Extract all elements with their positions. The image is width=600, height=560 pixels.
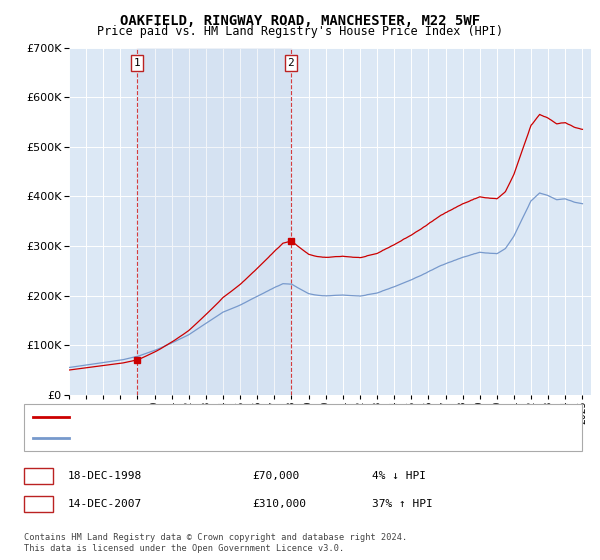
Text: 1: 1: [133, 58, 140, 68]
Text: £310,000: £310,000: [252, 499, 306, 509]
Text: 18-DEC-1998: 18-DEC-1998: [68, 471, 142, 481]
Text: 14-DEC-2007: 14-DEC-2007: [68, 499, 142, 509]
Text: 2: 2: [287, 58, 294, 68]
Text: 4% ↓ HPI: 4% ↓ HPI: [372, 471, 426, 481]
Text: Contains HM Land Registry data © Crown copyright and database right 2024.
This d: Contains HM Land Registry data © Crown c…: [24, 533, 407, 553]
Text: 37% ↑ HPI: 37% ↑ HPI: [372, 499, 433, 509]
Text: 1: 1: [35, 469, 42, 483]
Text: OAKFIELD, RINGWAY ROAD, MANCHESTER, M22 5WF (detached house): OAKFIELD, RINGWAY ROAD, MANCHESTER, M22 …: [78, 412, 438, 422]
Text: HPI: Average price, detached house, Manchester: HPI: Average price, detached house, Manc…: [78, 433, 354, 444]
Text: 2: 2: [35, 497, 42, 511]
Bar: [137, 48, 291, 395]
Text: £70,000: £70,000: [252, 471, 299, 481]
Text: Price paid vs. HM Land Registry's House Price Index (HPI): Price paid vs. HM Land Registry's House …: [97, 25, 503, 38]
Text: OAKFIELD, RINGWAY ROAD, MANCHESTER, M22 5WF: OAKFIELD, RINGWAY ROAD, MANCHESTER, M22 …: [120, 14, 480, 28]
